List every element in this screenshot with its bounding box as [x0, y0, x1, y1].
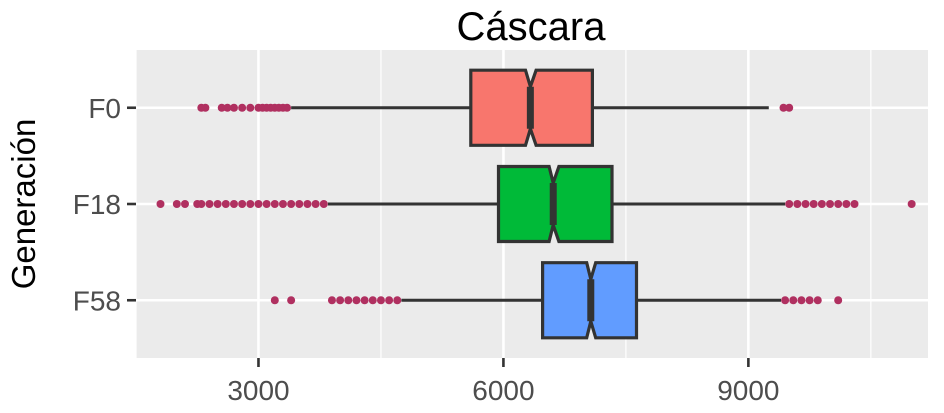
outlier-point — [221, 200, 230, 208]
outlier-point — [385, 296, 394, 305]
outlier-point — [801, 200, 810, 208]
outlier-point — [201, 103, 210, 112]
outlier-point — [287, 200, 296, 208]
outlier-point — [826, 200, 835, 208]
outlier-point — [813, 296, 822, 305]
chart-title: Cáscara — [457, 5, 607, 49]
outlier-point — [246, 200, 255, 208]
outlier-point — [327, 296, 336, 305]
box-group-f58 — [270, 261, 843, 340]
outlier-point — [336, 296, 345, 305]
outlier-point — [283, 103, 292, 112]
outlier-point — [229, 103, 238, 112]
outlier-point — [850, 200, 859, 208]
outlier-point — [254, 200, 263, 208]
outlier-point — [180, 200, 189, 208]
outlier-point — [172, 200, 181, 208]
outlier-point — [393, 296, 402, 305]
outlier-point — [205, 200, 214, 208]
box-group-f18 — [156, 164, 916, 244]
outlier-point — [262, 200, 271, 208]
outlier-point — [789, 296, 798, 305]
outlier-point — [817, 200, 826, 208]
box-plots — [156, 68, 916, 340]
outlier-point — [809, 200, 818, 208]
outlier-point — [238, 103, 247, 112]
outlier-point — [156, 200, 165, 208]
outlier-point — [793, 200, 802, 208]
x-tick-label: 9000 — [717, 375, 779, 406]
outlier-point — [197, 200, 206, 208]
y-tick-label: F0 — [88, 93, 121, 124]
outlier-point — [270, 296, 279, 305]
outlier-point — [319, 200, 328, 208]
outlier-point — [360, 296, 369, 305]
outlier-point — [246, 103, 255, 112]
outlier-point — [352, 296, 361, 305]
outlier-point — [797, 296, 806, 305]
outlier-point — [278, 200, 287, 208]
y-axis-label: Generación — [5, 119, 42, 290]
outlier-point — [376, 296, 385, 305]
outlier-point — [270, 200, 279, 208]
y-tick-label: F18 — [73, 189, 121, 220]
axes: F0 F18 F58 3000 6000 9000 — [73, 93, 780, 406]
outlier-point — [842, 200, 851, 208]
outlier-point — [779, 103, 788, 112]
outlier-point — [805, 296, 814, 305]
outlier-point — [368, 296, 377, 305]
outlier-point — [311, 200, 320, 208]
outlier-point — [785, 200, 794, 208]
outlier-point — [238, 200, 247, 208]
outlier-point — [907, 200, 916, 208]
x-tick-label: 6000 — [472, 375, 534, 406]
outlier-point — [781, 296, 790, 305]
outlier-point — [217, 103, 226, 112]
outlier-point — [344, 296, 353, 305]
outlier-point — [834, 200, 843, 208]
outlier-point — [295, 200, 304, 208]
outlier-point — [785, 103, 794, 112]
outlier-point — [223, 103, 232, 112]
outlier-point — [834, 296, 843, 305]
outlier-point — [229, 200, 238, 208]
y-tick-label: F58 — [73, 285, 121, 316]
outlier-point — [287, 296, 296, 305]
x-tick-label: 3000 — [227, 375, 289, 406]
outlier-point — [213, 200, 222, 208]
outlier-point — [303, 200, 312, 208]
box-group-f0 — [197, 68, 794, 147]
